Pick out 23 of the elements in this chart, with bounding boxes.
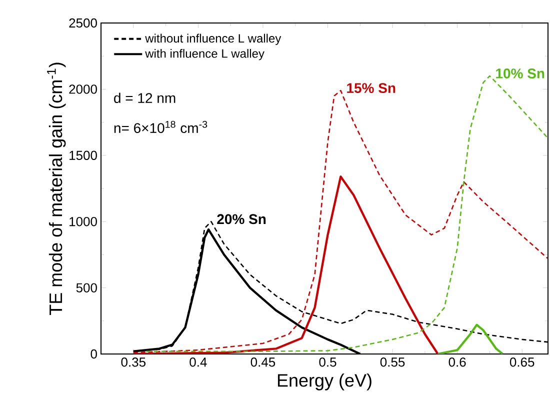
x-tick-label: 0.6 — [448, 358, 466, 367]
x-axis-title: Energy (eV) — [278, 374, 372, 390]
legend-label: without influence L walley — [145, 34, 282, 45]
y-tick-label: 2000 — [69, 84, 97, 94]
annotation: 20% Sn — [217, 214, 266, 224]
x-tick-label: 0.35 — [121, 358, 146, 367]
y-axis-title: TE mode of material gain (cm$^{-1}$) — [47, 62, 66, 315]
annotation: 15% Sn — [347, 83, 396, 94]
y-tick-label: 2500 — [69, 18, 97, 28]
line-series — [436, 324, 504, 354]
x-tick-label: 0.45 — [250, 358, 276, 367]
annotation: 10% Sn — [496, 68, 544, 78]
y-tick-label: 0 — [90, 349, 97, 359]
annotation: d = 12 nm — [114, 92, 176, 103]
annotation: n= 6×10$^{18}$ cm$^{-3}$ — [114, 120, 208, 134]
y-tick-label: 1500 — [70, 150, 97, 160]
x-tick-label: 0.4 — [190, 358, 207, 367]
y-tick-label: 500 — [76, 283, 97, 292]
y-tick-label: 1000 — [70, 216, 97, 226]
x-tick-label: 0.65 — [510, 358, 534, 367]
x-tick-label: 0.55 — [380, 358, 405, 367]
legend-label: with influence L walley — [145, 48, 264, 60]
x-tick-label: 0.5 — [319, 358, 336, 367]
